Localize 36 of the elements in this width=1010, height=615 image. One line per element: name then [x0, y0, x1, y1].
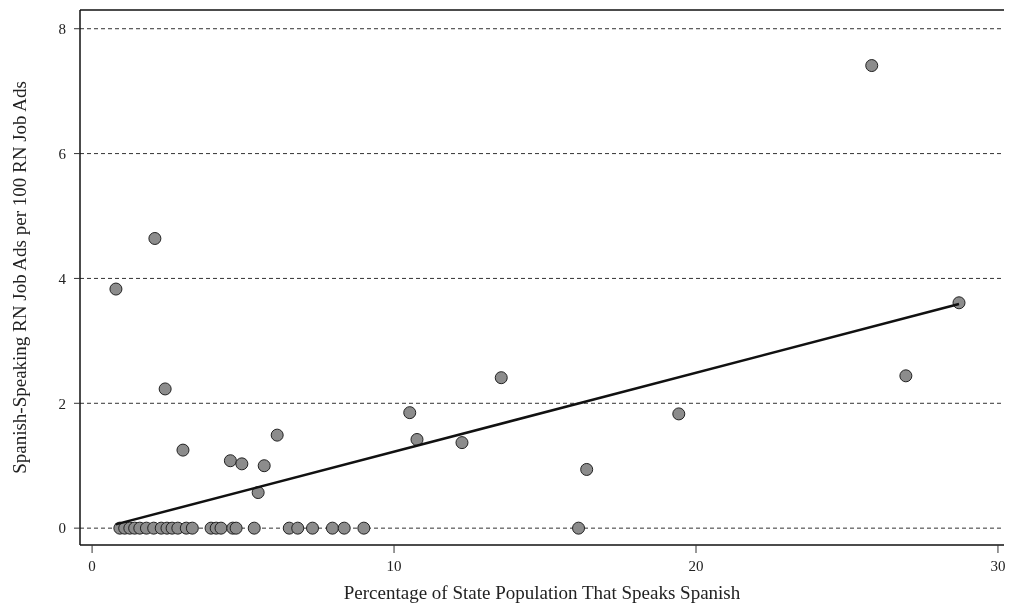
point — [148, 231, 162, 245]
x-tick-label: 10 — [386, 558, 402, 574]
y-tick-label: 6 — [58, 145, 67, 162]
point — [223, 454, 237, 468]
point — [672, 407, 686, 421]
point — [865, 59, 879, 73]
y-axis-title: Spanish-Speaking RN Job Ads per 100 RN Job Ads — [9, 81, 30, 474]
point — [185, 521, 199, 535]
point — [455, 436, 469, 450]
point — [572, 521, 586, 535]
point — [403, 406, 417, 420]
point — [325, 521, 339, 535]
x-tick-label: 20 — [688, 558, 704, 574]
y-tick-label: 2 — [58, 395, 66, 412]
y-tick-label: 8 — [58, 20, 66, 37]
point — [270, 428, 284, 442]
point — [899, 369, 913, 383]
point — [357, 521, 371, 535]
x-tick-label: 30 — [990, 558, 1006, 574]
point — [235, 457, 249, 471]
point — [337, 521, 351, 535]
point — [410, 433, 424, 446]
point — [257, 459, 271, 473]
point — [247, 521, 261, 535]
y-tick-label: 0 — [58, 520, 66, 537]
point — [306, 521, 320, 535]
x-tick-label: 0 — [88, 558, 96, 574]
point — [291, 521, 305, 535]
y-tick-label: 4 — [58, 270, 67, 287]
point — [176, 443, 190, 457]
point — [580, 462, 594, 476]
point — [109, 282, 123, 296]
point — [158, 382, 172, 396]
x-axis-title: Percentage of State Population That Speaks Spanish — [343, 582, 741, 603]
point — [214, 521, 228, 535]
point — [494, 371, 508, 385]
